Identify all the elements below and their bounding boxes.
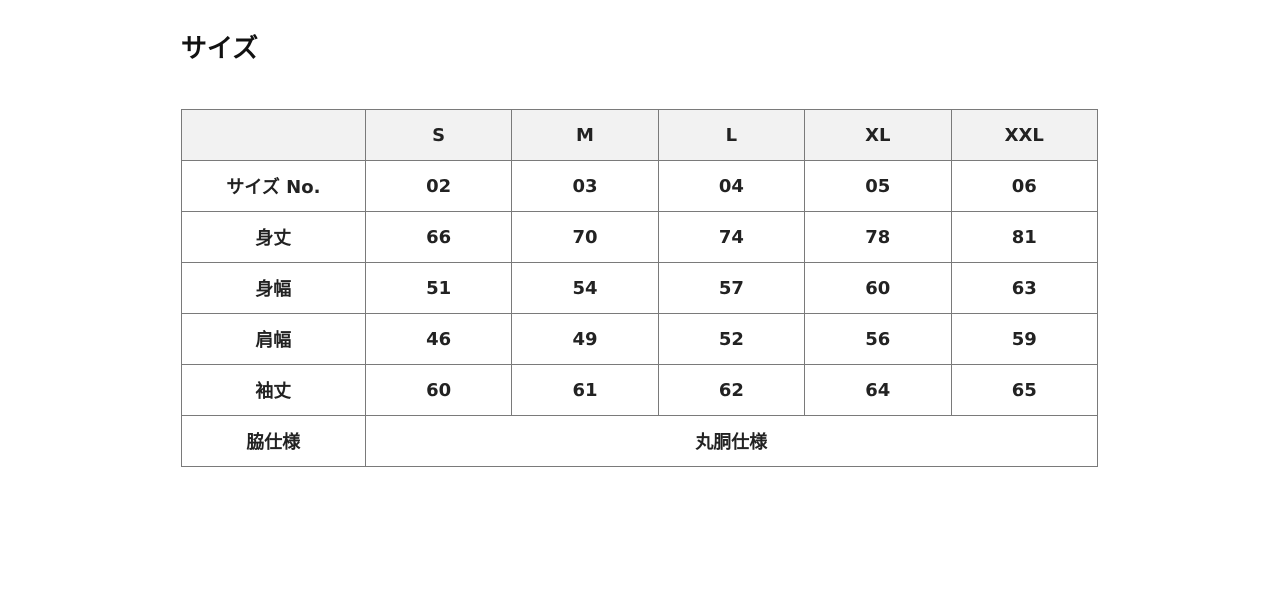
table-cell: 78: [804, 211, 952, 263]
row-label: 袖丈: [181, 364, 366, 416]
size-table: S M L XL XXL サイズ No. 02 03 04 05 06 身丈 66 70 74 78…: [181, 109, 1099, 467]
table-cell: 02: [364, 160, 513, 212]
table-cell: 49: [511, 313, 659, 365]
table-cell: 70: [511, 211, 659, 263]
table-cell: 74: [657, 211, 806, 263]
header-row: S M L XL XXL: [181, 109, 1099, 161]
table-cell: 59: [950, 313, 1099, 365]
table-cell: 81: [950, 211, 1099, 263]
table-cell: 60: [364, 364, 513, 416]
row-label: 身幅: [181, 262, 366, 314]
header-cell-xxl: XXL: [950, 109, 1099, 161]
table-row-footer: 脇仕様 丸胴仕様: [181, 415, 1099, 467]
table-cell: 65: [950, 364, 1099, 416]
table-cell: 51: [364, 262, 513, 314]
table-cell: 64: [804, 364, 952, 416]
row-label: 脇仕様: [181, 415, 366, 467]
table-cell: 62: [657, 364, 806, 416]
table-cell: 04: [657, 160, 806, 212]
table-row: 肩幅 46 49 52 56 59: [181, 313, 1099, 365]
table-cell: 61: [511, 364, 659, 416]
table-row: 身幅 51 54 57 60 63: [181, 262, 1099, 314]
table-cell: 52: [657, 313, 806, 365]
table-cell: 丸胴仕様: [364, 415, 1099, 467]
row-label: 身丈: [181, 211, 366, 263]
header-cell-empty: [181, 109, 366, 161]
header-cell-xl: XL: [804, 109, 952, 161]
table-cell: 60: [804, 262, 952, 314]
table-row: 袖丈 60 61 62 64 65: [181, 364, 1099, 416]
section-title: サイズ: [181, 34, 259, 64]
header-cell-m: M: [511, 109, 659, 161]
header-cell-s: S: [364, 109, 513, 161]
table-cell: 56: [804, 313, 952, 365]
table-cell: 05: [804, 160, 952, 212]
table-row: 身丈 66 70 74 78 81: [181, 211, 1099, 263]
table-cell: 57: [657, 262, 806, 314]
table-cell: 46: [364, 313, 513, 365]
row-label: 肩幅: [181, 313, 366, 365]
table-cell: 03: [511, 160, 659, 212]
table-cell: 06: [950, 160, 1099, 212]
table-row: サイズ No. 02 03 04 05 06: [181, 160, 1099, 212]
table-cell: 54: [511, 262, 659, 314]
row-label: サイズ No.: [181, 160, 366, 212]
header-cell-l: L: [657, 109, 806, 161]
table-cell: 63: [950, 262, 1099, 314]
table-cell: 66: [364, 211, 513, 263]
